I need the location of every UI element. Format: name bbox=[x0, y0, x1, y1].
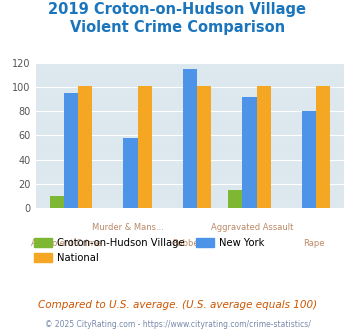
Bar bbox=[302, 111, 316, 208]
Bar bbox=[197, 86, 211, 208]
Text: Rape: Rape bbox=[303, 239, 324, 248]
Text: Compared to U.S. average. (U.S. average equals 100): Compared to U.S. average. (U.S. average … bbox=[38, 300, 317, 310]
Bar bbox=[138, 86, 152, 208]
Text: 2019 Croton-on-Hudson Village
Violent Crime Comparison: 2019 Croton-on-Hudson Village Violent Cr… bbox=[49, 2, 306, 35]
Bar bbox=[64, 93, 78, 208]
Bar bbox=[183, 69, 197, 208]
Legend: Croton-on-Hudson Village, National, New York: Croton-on-Hudson Village, National, New … bbox=[30, 234, 269, 267]
Bar bbox=[242, 97, 257, 208]
Bar bbox=[50, 196, 64, 208]
Text: All Violent Crime: All Violent Crime bbox=[31, 239, 102, 248]
Bar bbox=[228, 190, 242, 208]
Text: Robbery: Robbery bbox=[173, 239, 207, 248]
Bar bbox=[78, 86, 92, 208]
Text: Aggravated Assault: Aggravated Assault bbox=[211, 223, 293, 232]
Bar bbox=[123, 138, 138, 208]
Bar bbox=[316, 86, 330, 208]
Bar bbox=[257, 86, 271, 208]
Text: Murder & Mans...: Murder & Mans... bbox=[92, 223, 164, 232]
Text: © 2025 CityRating.com - https://www.cityrating.com/crime-statistics/: © 2025 CityRating.com - https://www.city… bbox=[45, 319, 310, 329]
